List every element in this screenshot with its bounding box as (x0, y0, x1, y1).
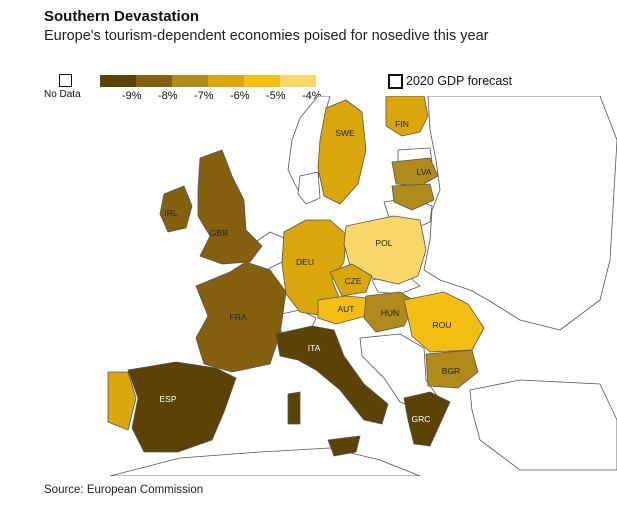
no-data-label: No Data (44, 89, 81, 100)
country-ROU (403, 291, 485, 353)
europe-map: FIN SWE LVA IRL GBR POL DEU CZE AUT HUN … (107, 96, 617, 476)
label-POL: POL (375, 238, 392, 248)
country-HUN (363, 291, 417, 333)
country-RUS-BLR-UKR (423, 96, 617, 331)
label-LVA: LVA (417, 167, 432, 177)
scale-swatch-9 (100, 75, 136, 87)
label-GBR: GBR (210, 228, 228, 238)
country-GBR (197, 149, 263, 265)
chart-subtitle: Europe's tourism-dependent economies poi… (44, 28, 489, 44)
label-SWE: SWE (335, 128, 355, 138)
frame-label: 2020 GDP forecast (406, 74, 513, 88)
frame-swatch (388, 74, 403, 89)
scale-swatch-7 (172, 75, 208, 87)
country-POL (343, 215, 427, 285)
country-PRT (107, 371, 137, 431)
no-data-swatch (59, 74, 72, 87)
country-ITA (275, 325, 389, 425)
label-BGR: BGR (442, 366, 460, 376)
label-FRA: FRA (230, 312, 247, 322)
country-SWE (317, 99, 367, 205)
country-AFRICA (109, 447, 421, 476)
scale-label-5: -5% (266, 90, 286, 102)
country-FRA (195, 261, 287, 373)
country-DNK (297, 171, 321, 205)
country-LVA-south (391, 183, 435, 211)
label-IRL: IRL (164, 208, 178, 218)
scale-label-8: -8% (158, 90, 178, 102)
country-BGR (425, 349, 479, 389)
scale-swatch-8 (136, 75, 172, 87)
country-LVA (391, 157, 439, 187)
country-FIN (385, 96, 429, 137)
country-CZE (329, 263, 373, 297)
label-HUN: HUN (381, 308, 399, 318)
country-ITA-sicily (327, 435, 361, 457)
country-ITA-sardinia (287, 391, 301, 425)
country-labels: FIN SWE LVA IRL GBR POL DEU CZE AUT HUN … (159, 119, 460, 424)
chart-title: Southern Devastation (44, 8, 200, 25)
label-ESP: ESP (159, 394, 176, 404)
country-ESP (127, 361, 237, 453)
scale-label-7: -7% (194, 90, 214, 102)
country-GRC (403, 391, 451, 447)
label-DEU: DEU (296, 257, 314, 267)
label-ITA: ITA (308, 343, 321, 353)
country-DEU (281, 219, 347, 317)
label-ROU: ROU (433, 320, 452, 330)
scale-swatch-4 (280, 75, 316, 87)
scale-label-9: -9% (122, 90, 142, 102)
country-IRL (159, 185, 193, 233)
scale-swatch-5 (244, 75, 280, 87)
label-AUT: AUT (338, 304, 355, 314)
label-CZE: CZE (345, 276, 362, 286)
color-scale (100, 75, 316, 87)
scale-label-6: -6% (230, 90, 250, 102)
country-TUR (469, 379, 617, 471)
label-FIN: FIN (395, 119, 409, 129)
label-GRC: GRC (412, 414, 431, 424)
scale-swatch-6 (208, 75, 244, 87)
source-note: Source: European Commission (44, 484, 204, 496)
